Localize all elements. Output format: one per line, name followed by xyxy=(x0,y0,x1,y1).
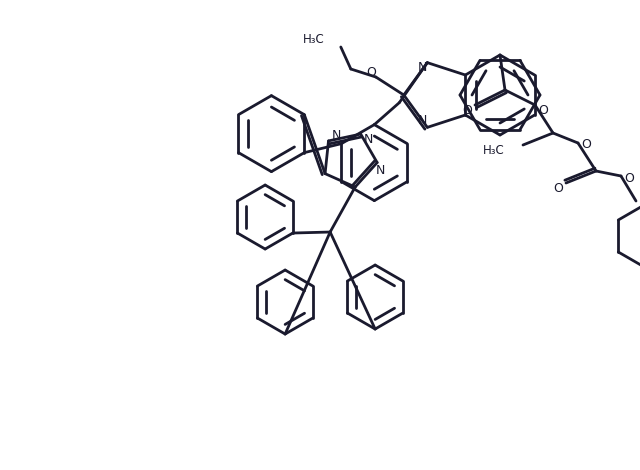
Text: O: O xyxy=(581,139,591,151)
Text: O: O xyxy=(462,103,472,117)
Text: H₃C: H₃C xyxy=(483,143,505,157)
Text: N: N xyxy=(332,129,341,142)
Text: O: O xyxy=(366,66,376,79)
Text: N: N xyxy=(418,114,427,127)
Text: H₃C: H₃C xyxy=(303,32,325,46)
Text: O: O xyxy=(538,103,548,117)
Text: N: N xyxy=(418,61,427,74)
Text: O: O xyxy=(624,172,634,185)
Text: N: N xyxy=(376,164,385,177)
Text: N: N xyxy=(364,133,373,146)
Text: O: O xyxy=(553,181,563,195)
